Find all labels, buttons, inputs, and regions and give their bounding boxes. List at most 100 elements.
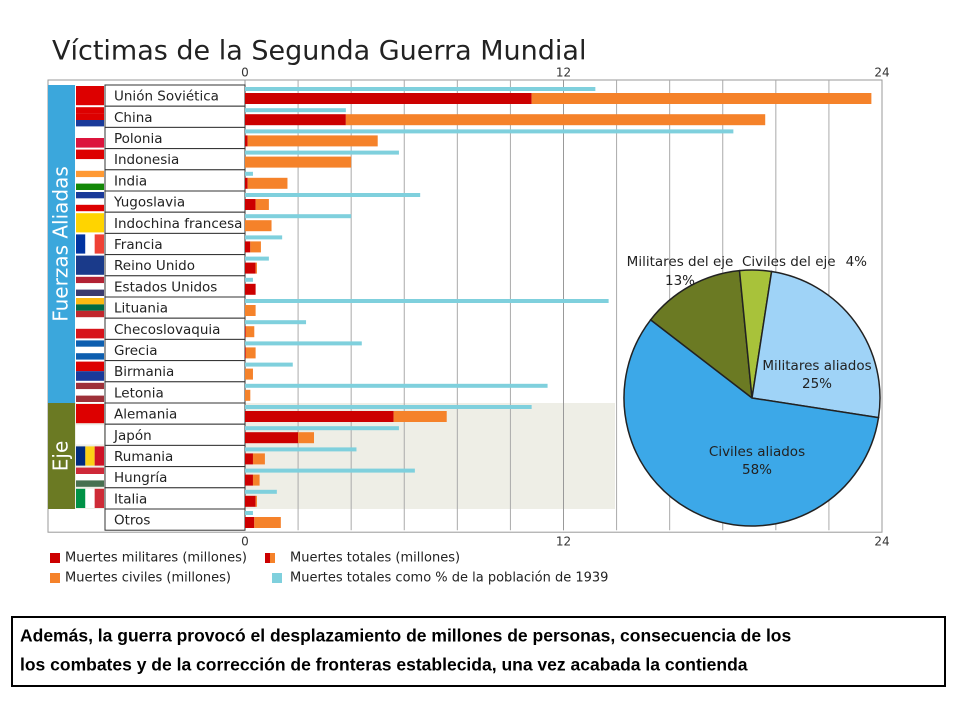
bar — [245, 177, 248, 189]
bar — [245, 193, 421, 197]
bar — [245, 411, 394, 422]
bar — [254, 517, 281, 528]
legend-swatch — [50, 573, 60, 583]
bar — [245, 432, 299, 444]
flag — [76, 346, 104, 354]
group-label: Eje — [49, 441, 73, 472]
flag — [85, 234, 95, 254]
bar — [245, 135, 248, 147]
pie-value-label: 58% — [742, 462, 772, 478]
bar — [247, 135, 378, 147]
bar — [250, 241, 261, 253]
flag — [76, 488, 86, 508]
bar — [245, 489, 277, 494]
flag — [76, 192, 104, 199]
bar — [245, 214, 352, 219]
flag — [76, 425, 104, 445]
flag — [76, 371, 104, 381]
bar — [245, 299, 609, 303]
y-tick-label: Letonia — [114, 385, 164, 401]
pie-slice — [623, 318, 880, 527]
bar — [245, 277, 253, 282]
y-tick-label: Indochina francesa — [114, 216, 242, 232]
flag — [76, 404, 104, 424]
legend-label: Muertes militares (millones) — [65, 551, 247, 566]
bar — [245, 129, 734, 134]
bar — [245, 87, 596, 91]
flag — [76, 389, 104, 396]
y-tick-label: Alemania — [114, 407, 177, 423]
flag — [76, 289, 104, 296]
y-tick-label: Otros — [114, 513, 150, 529]
x-tick-label: 24 — [874, 535, 889, 549]
pie-label: Militares del eje — [627, 254, 734, 270]
bar — [245, 114, 346, 126]
caption-line: Además, la guerra provocó el desplazamie… — [20, 626, 791, 646]
legend-swatch — [270, 553, 275, 563]
flag — [76, 298, 104, 305]
slide-title: Víctimas de la Segunda Guerra Mundial — [52, 36, 586, 67]
flag — [76, 120, 104, 127]
bar — [245, 326, 255, 338]
pie-label: Militares aliados — [762, 358, 871, 374]
y-tick-label: Japón — [113, 428, 152, 444]
bar — [298, 432, 315, 444]
bar — [252, 453, 265, 465]
pie-value-label: 4% — [846, 254, 868, 270]
y-tick-label: Birmania — [114, 364, 174, 380]
flag — [76, 283, 104, 290]
flag — [76, 255, 104, 275]
bar — [245, 171, 253, 176]
bar — [245, 262, 256, 274]
flag — [76, 446, 86, 466]
y-tick-label: India — [114, 173, 147, 189]
pie-slice — [751, 270, 881, 419]
bar — [245, 468, 415, 473]
legend-swatch — [272, 573, 282, 583]
flag — [76, 113, 104, 120]
flag — [94, 488, 104, 508]
bar — [245, 453, 253, 465]
bar — [245, 405, 532, 409]
flag — [76, 276, 104, 284]
bar — [245, 305, 256, 316]
y-tick-label: Grecia — [114, 343, 157, 359]
y-tick-label: Polonia — [114, 131, 163, 147]
flag — [76, 310, 104, 318]
flag — [76, 86, 104, 106]
legend-swatch — [265, 553, 270, 563]
flag — [76, 204, 104, 212]
group-band — [48, 85, 75, 403]
flag — [76, 382, 104, 390]
x-tick-label: 12 — [556, 66, 571, 80]
bar — [345, 114, 766, 126]
y-tick-label: Indonesia — [114, 152, 179, 168]
flag — [76, 395, 104, 402]
y-tick-label: Lituania — [114, 301, 168, 317]
flag — [76, 319, 104, 329]
bar — [393, 411, 447, 422]
bar — [245, 347, 246, 359]
bar — [245, 383, 548, 388]
bar — [245, 320, 307, 325]
legend-label: Muertes totales (millones) — [290, 551, 460, 566]
bar — [245, 341, 362, 346]
x-tick-label: 24 — [874, 66, 889, 80]
caption-box — [11, 616, 946, 687]
bar — [245, 495, 256, 507]
flag — [76, 474, 104, 481]
y-tick-label: Francia — [114, 237, 163, 253]
bar — [531, 93, 872, 104]
bar — [255, 262, 257, 274]
legend-label: Muertes civiles (millones) — [65, 571, 231, 586]
bar — [245, 241, 251, 253]
flag — [76, 149, 104, 160]
flag — [76, 234, 86, 254]
bar — [245, 426, 399, 431]
group-label: Fuerzas Aliadas — [49, 166, 73, 322]
y-tick-label: China — [114, 110, 153, 126]
y-tick-label: Reino Unido — [114, 258, 195, 274]
bar — [247, 177, 288, 189]
caption-line: los combates y de la corrección de front… — [20, 655, 748, 675]
